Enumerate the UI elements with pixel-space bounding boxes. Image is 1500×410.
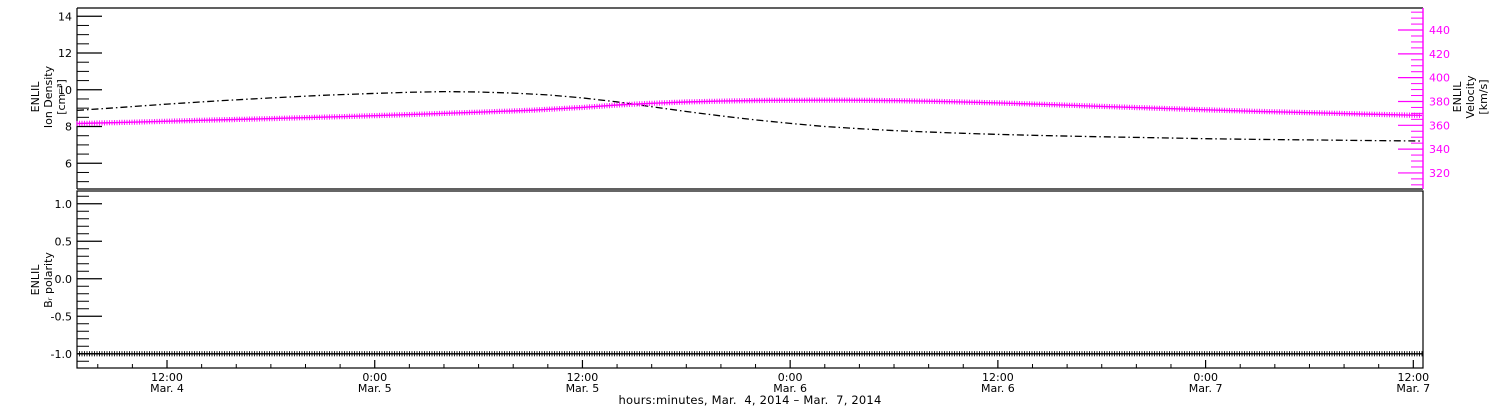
right-tick-label: 320 [1429, 167, 1450, 180]
left-tick-label: 0.0 [55, 273, 73, 286]
right-tick-label: 440 [1429, 24, 1450, 37]
left-tick-label: 1.0 [55, 198, 73, 211]
series-ion-density [76, 90, 1423, 142]
x-tick-time-label: 12:00 [1397, 371, 1429, 384]
right-tick-label: 340 [1429, 143, 1450, 156]
left-tick-label: 0.5 [55, 235, 73, 248]
right-tick-label: 400 [1429, 72, 1450, 85]
series-br-polarity [76, 351, 1423, 357]
ion-density-line [76, 90, 1423, 142]
x-tick-date-label: Mar. 7 [1396, 382, 1430, 395]
axis-label-line: Velocity [1464, 75, 1477, 119]
x-tick-time-label: 0:00 [778, 371, 803, 384]
left-tick-label: 6 [65, 157, 72, 170]
left-tick-label: 12 [58, 47, 72, 60]
x-tick-time-label: 12:00 [151, 371, 183, 384]
series-velocity [76, 97, 1423, 127]
axis-label-line: [cm⁻³] [55, 79, 68, 115]
left-tick-label: -0.5 [51, 310, 72, 323]
axis-label-line: Bᵣ polarity [42, 252, 55, 308]
x-tick-time-label: 0:00 [1193, 371, 1218, 384]
left-tick-label: 14 [58, 10, 72, 23]
x-tick-date-label: Mar. 5 [358, 382, 392, 395]
right-tick-label: 380 [1429, 95, 1450, 108]
x-tick-date-label: Mar. 7 [1189, 382, 1223, 395]
velocity-plus-marks [76, 97, 1420, 127]
axis-label-line: Ion Density [42, 65, 55, 128]
x-tick-time-label: 0:00 [362, 371, 387, 384]
x-tick-time-label: 12:00 [982, 371, 1014, 384]
x-tick-date-label: Mar. 6 [981, 382, 1015, 395]
panel-box [76, 190, 1424, 369]
axis-label-line: [km/s] [1477, 79, 1490, 114]
axis-label-line: ENLIL [29, 264, 42, 296]
x-tick-date-label: Mar. 4 [150, 382, 184, 395]
left-tick-label: 8 [65, 121, 72, 134]
velocity-line [76, 99, 1423, 125]
x-tick-date-label: Mar. 5 [566, 382, 600, 395]
left-tick-label: 10 [58, 84, 72, 97]
x-tick-time-label: 12:00 [567, 371, 599, 384]
left-tick-label: -1.0 [51, 348, 72, 361]
right-tick-label: 420 [1429, 48, 1450, 61]
axis-label-line: ENLIL [1451, 81, 1464, 113]
x-tick-date-label: Mar. 6 [773, 382, 807, 395]
axis-label-line: ENLIL [29, 81, 42, 113]
right-tick-label: 360 [1429, 119, 1450, 132]
br-polarity-plus-marks [76, 351, 1423, 357]
x-axis-title: hours:minutes, Mar. 4, 2014 – Mar. 7, 20… [618, 393, 882, 407]
